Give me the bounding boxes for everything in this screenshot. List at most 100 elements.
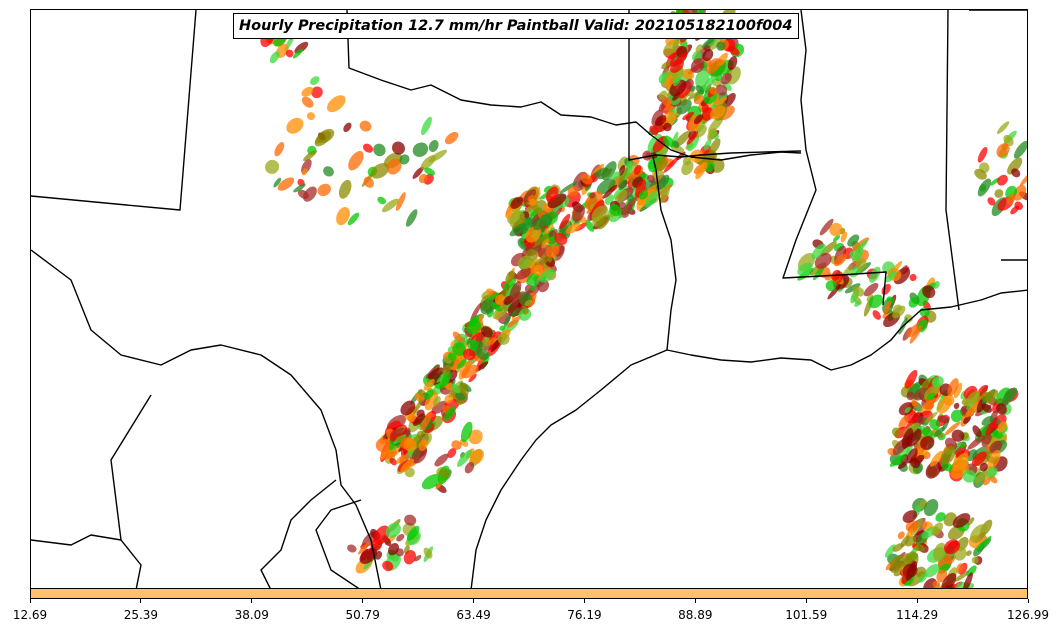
precip-blob <box>693 94 705 105</box>
colorbar-tick-mark <box>694 599 696 603</box>
precip-blob <box>956 563 964 574</box>
precip-blob <box>439 469 450 478</box>
precip-blob <box>385 522 401 538</box>
precip-blob <box>292 48 303 59</box>
precip-blob <box>502 277 517 290</box>
precip-blob <box>480 326 493 338</box>
precip-blob <box>532 218 546 231</box>
mexico-state-1 <box>31 394 152 546</box>
precip-blob <box>693 114 704 125</box>
precip-blob <box>892 305 906 319</box>
precip-blob <box>663 122 672 132</box>
precip-blob <box>293 183 306 193</box>
precip-blob <box>971 556 979 564</box>
precip-blob <box>559 213 571 230</box>
precip-blob <box>695 85 705 95</box>
nm-tx-border <box>31 10 197 211</box>
precip-blob <box>967 517 975 526</box>
precip-blob <box>418 439 428 452</box>
precip-blob <box>343 122 352 133</box>
precip-blob <box>720 73 732 85</box>
precip-blob <box>544 227 550 235</box>
precip-blob <box>517 255 533 270</box>
precip-blob <box>531 234 549 248</box>
map-title: Hourly Precipitation 12.7 mm/hr Paintbal… <box>233 13 799 39</box>
precip-blob <box>602 184 618 199</box>
precip-blob <box>941 572 957 588</box>
precip-blob <box>572 204 585 222</box>
precip-blob <box>373 143 386 157</box>
precip-blob <box>728 46 740 56</box>
precip-blob <box>926 392 936 401</box>
precip-blob <box>924 564 940 578</box>
precip-blob <box>470 302 482 322</box>
precip-blob <box>947 378 959 397</box>
precip-blob <box>406 209 418 227</box>
precip-blob <box>452 342 466 356</box>
precip-blob <box>966 565 977 577</box>
precip-blob <box>516 267 532 280</box>
precip-blob <box>589 192 596 199</box>
precip-blob <box>868 294 884 309</box>
precip-blob <box>347 212 360 226</box>
mexico-state-2 <box>120 539 142 588</box>
ar-la-border <box>628 10 802 161</box>
precip-blob <box>682 111 695 120</box>
precip-blob <box>269 51 280 64</box>
precip-blob <box>375 438 390 453</box>
precip-blob <box>976 536 992 552</box>
precip-blob <box>461 364 479 379</box>
precip-blob <box>905 561 918 581</box>
precip-blob <box>925 400 935 410</box>
precip-blob <box>545 186 559 202</box>
precip-blob <box>363 176 374 188</box>
precip-blob <box>889 554 904 573</box>
precip-blob <box>277 177 295 191</box>
colorbar <box>30 588 1028 599</box>
precip-blob <box>951 429 965 442</box>
precip-blob <box>455 392 466 401</box>
precip-blob <box>403 437 417 452</box>
precip-blob <box>610 171 621 181</box>
state-borders-coastline <box>31 10 1027 588</box>
precip-blob <box>534 255 550 267</box>
precip-blob <box>377 196 387 205</box>
precip-blob <box>387 543 400 556</box>
precip-blob <box>362 143 374 153</box>
precip-blob <box>854 300 861 307</box>
precip-blob <box>963 415 971 424</box>
precip-blob <box>567 186 579 197</box>
precip-blob <box>323 166 334 177</box>
precip-blob <box>547 256 553 263</box>
precip-blob <box>399 454 406 464</box>
precip-blob <box>468 429 483 445</box>
precip-blob <box>403 549 417 565</box>
precip-blob <box>715 96 728 107</box>
precip-blob <box>424 167 436 176</box>
precip-blob <box>414 554 422 562</box>
precip-blob <box>301 86 314 97</box>
precip-blob <box>618 167 628 185</box>
precip-blob <box>533 264 544 276</box>
precip-blob <box>994 189 1004 198</box>
precip-blob <box>1007 193 1016 205</box>
precip-blob <box>891 427 902 437</box>
precip-blob <box>844 283 861 294</box>
precip-blob <box>997 174 1008 186</box>
precip-blob <box>509 223 527 237</box>
precip-blob <box>423 389 434 400</box>
colorbar-tick-mark <box>473 599 475 603</box>
precip-blob <box>486 337 497 346</box>
precip-blob <box>580 173 593 185</box>
precip-blob <box>451 383 461 394</box>
precip-blob <box>460 421 473 443</box>
precip-blob <box>963 572 973 588</box>
precip-blob <box>709 138 721 154</box>
colorbar-ticks: 12.69 25.39 38.09 50.79 63.49 76.19 88.89 101.5… <box>0 599 1062 633</box>
precip-blob <box>982 477 991 486</box>
precip-blob <box>962 469 977 483</box>
precip-blob <box>863 282 879 297</box>
precip-blob <box>656 174 670 191</box>
precip-blob <box>444 394 454 404</box>
precip-blob <box>672 76 681 87</box>
